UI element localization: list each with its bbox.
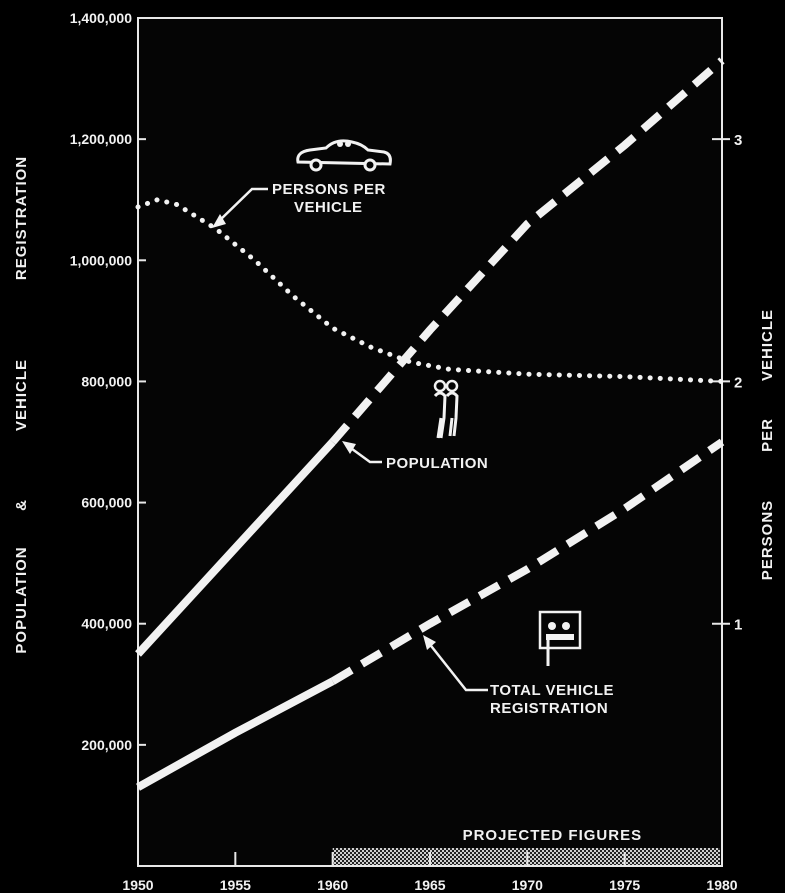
y2-tick-label: 2 xyxy=(734,374,742,391)
y-tick-label: 200,000 xyxy=(81,737,132,753)
y-axis-title-word: REGISTRATION xyxy=(13,156,30,280)
y2-axis-title-word: PER xyxy=(759,418,776,452)
y2-tick-label: 3 xyxy=(734,132,742,149)
persons-per-vehicle-arrowhead xyxy=(212,214,226,228)
car-passenger xyxy=(345,141,351,147)
x-tick-label: 1965 xyxy=(414,877,445,893)
people-icon xyxy=(433,379,459,439)
car-wheel xyxy=(363,158,377,172)
clerk-head xyxy=(548,622,556,630)
office-counter xyxy=(546,634,574,640)
y-axis-title-word: VEHICLE xyxy=(13,359,30,431)
population-arrowhead xyxy=(342,441,356,454)
person-body xyxy=(433,391,447,439)
y-tick-label: 1,200,000 xyxy=(70,131,132,147)
vehicle-registration-label: TOTAL VEHICLE xyxy=(490,682,614,699)
car-wheel xyxy=(309,158,323,172)
person-head xyxy=(445,379,459,393)
y2-axis-title-word: VEHICLE xyxy=(759,309,776,381)
clerk-head xyxy=(562,622,570,630)
person-body xyxy=(445,391,459,437)
y-axis-title-word: & xyxy=(13,499,30,511)
x-tick-label: 1960 xyxy=(317,877,348,893)
plot-area xyxy=(137,17,723,867)
x-tick-label: 1970 xyxy=(512,877,543,893)
population-label: POPULATION xyxy=(386,455,488,472)
persons-per-vehicle-label: PERSONS PER xyxy=(272,181,386,198)
person-head xyxy=(433,379,447,393)
vehicle-registration-arrowhead xyxy=(423,635,436,650)
x-tick-label: 1950 xyxy=(122,877,153,893)
y-tick-label: 800,000 xyxy=(81,373,132,389)
persons-per-vehicle-label: VEHICLE xyxy=(294,199,363,216)
x-tick-label: 1980 xyxy=(706,877,737,893)
office-window xyxy=(538,610,582,650)
projected-label: PROJECTED FIGURES xyxy=(463,827,643,844)
y-tick-label: 400,000 xyxy=(81,616,132,632)
x-tick-label: 1975 xyxy=(609,877,640,893)
y-axis-title-word: POPULATION xyxy=(13,546,30,653)
vehicle-registration-label: REGISTRATION xyxy=(490,700,608,717)
registration-office-icon xyxy=(538,610,582,666)
y-tick-label: 1,400,000 xyxy=(70,10,132,26)
y2-tick-label: 1 xyxy=(734,617,742,634)
y-tick-label: 1,000,000 xyxy=(70,252,132,268)
car-icon xyxy=(296,139,392,172)
persons-per-vehicle-line xyxy=(135,197,725,384)
car-body xyxy=(296,139,392,166)
persons-per-vehicle-leader xyxy=(217,187,268,223)
car-passenger xyxy=(337,141,343,147)
x-tick-label: 1955 xyxy=(220,877,251,893)
y2-axis-title-word: PERSONS xyxy=(759,500,776,580)
vehicle-registration-leader xyxy=(427,641,488,692)
y-tick-label: 600,000 xyxy=(81,495,132,511)
population-leader xyxy=(347,444,382,464)
